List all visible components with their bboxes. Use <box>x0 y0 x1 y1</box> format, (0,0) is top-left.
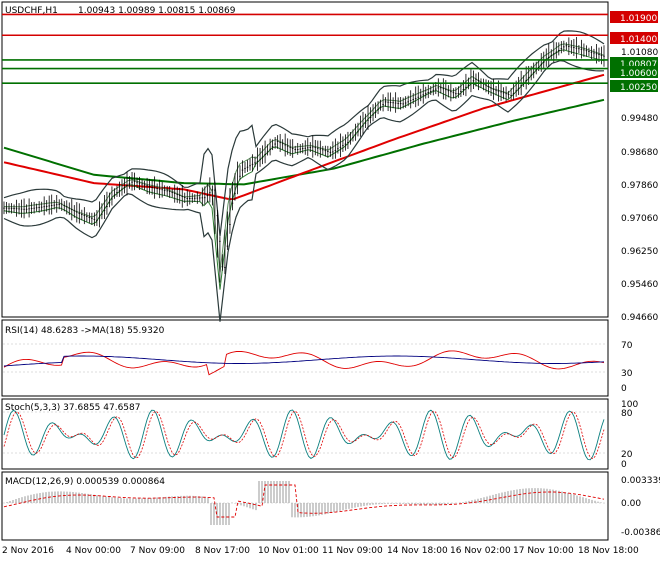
level-tag-1: 1.01900 <box>610 11 658 24</box>
time-tick: 17 Nov 10:00 <box>513 546 574 556</box>
macd-tick: -0.003864 <box>621 528 660 538</box>
rsi-ma-line <box>3 355 605 367</box>
stoch-label: Stoch(5,3,3) 37.6855 47.6587 <box>5 403 140 413</box>
stoch-main-line <box>3 409 605 461</box>
ma-line-green-slow <box>3 98 605 186</box>
price-tick: 0.97060 <box>621 214 658 224</box>
price-tick: 0.97860 <box>621 181 658 191</box>
time-tick: 16 Nov 02:00 <box>450 546 511 556</box>
macd-tick: 0.003339 <box>621 476 660 486</box>
price-layer <box>3 30 605 322</box>
stoch-tick: 80 <box>621 409 633 419</box>
levels-layer <box>2 13 608 84</box>
time-tick: 18 Nov 18:00 <box>578 546 639 556</box>
time-tick: 4 Nov 00:00 <box>66 546 121 556</box>
rsi-tick: 30 <box>621 369 633 379</box>
stoch-signal-line <box>3 410 605 460</box>
time-tick: 10 Nov 01:00 <box>258 546 319 556</box>
ohlc-label: 1.00943 1.00989 1.00815 1.00869 <box>78 6 236 16</box>
price-tick: 0.94660 <box>621 313 658 323</box>
ma-fast-green <box>3 49 605 290</box>
ma-line-red-mid <box>3 73 605 201</box>
svg-text:1.00250: 1.00250 <box>620 83 657 93</box>
macd-signal-line <box>3 484 605 518</box>
time-tick: 8 Nov 17:00 <box>195 546 250 556</box>
rsi-pane[interactable] <box>1 319 609 397</box>
level-tag-2: 1.01400 <box>610 32 658 45</box>
rsi-tick: 70 <box>621 341 633 351</box>
stoch-tick: 20 <box>621 450 633 460</box>
svg-text:1.00600: 1.00600 <box>620 69 657 79</box>
price-tick: 0.96250 <box>621 247 658 257</box>
svg-text:1.01400: 1.01400 <box>620 35 657 45</box>
time-tick: 2 Nov 2016 <box>2 546 54 556</box>
time-tick: 11 Nov 09:00 <box>322 546 383 556</box>
level-tag-5: 1.00250 <box>610 80 658 93</box>
time-tick: 7 Nov 09:00 <box>130 546 185 556</box>
bollinger-upper <box>3 30 605 237</box>
symbol-label: USDCHF,H1 <box>5 6 58 16</box>
price-tick: 1.01080 <box>621 48 658 58</box>
svg-text:1.01900: 1.01900 <box>620 14 657 24</box>
time-tick: 14 Nov 18:00 <box>387 546 448 556</box>
bollinger-lower <box>3 60 605 322</box>
svg-text:1.00807: 1.00807 <box>620 60 657 70</box>
price-tick: 0.99480 <box>621 114 658 124</box>
macd-label: MACD(12,26,9) 0.000539 0.000864 <box>5 477 165 487</box>
macd-pane[interactable] <box>1 471 609 541</box>
rsi-tick: 0 <box>621 384 627 394</box>
stoch-tick: 100 <box>621 400 638 410</box>
ma-fast-grey <box>4 43 605 273</box>
price-tick: 0.98680 <box>621 148 658 158</box>
level-tag-4: 1.00600 <box>610 66 658 79</box>
stoch-tick: 0 <box>621 460 627 470</box>
indicator-layer <box>3 343 607 525</box>
stoch-pane[interactable] <box>1 398 609 470</box>
macd-tick: 0.00 <box>621 499 641 509</box>
price-tick: 0.95460 <box>621 280 658 290</box>
rsi-label: RSI(14) 48.6283 ->MA(18) 55.9320 <box>5 326 165 336</box>
